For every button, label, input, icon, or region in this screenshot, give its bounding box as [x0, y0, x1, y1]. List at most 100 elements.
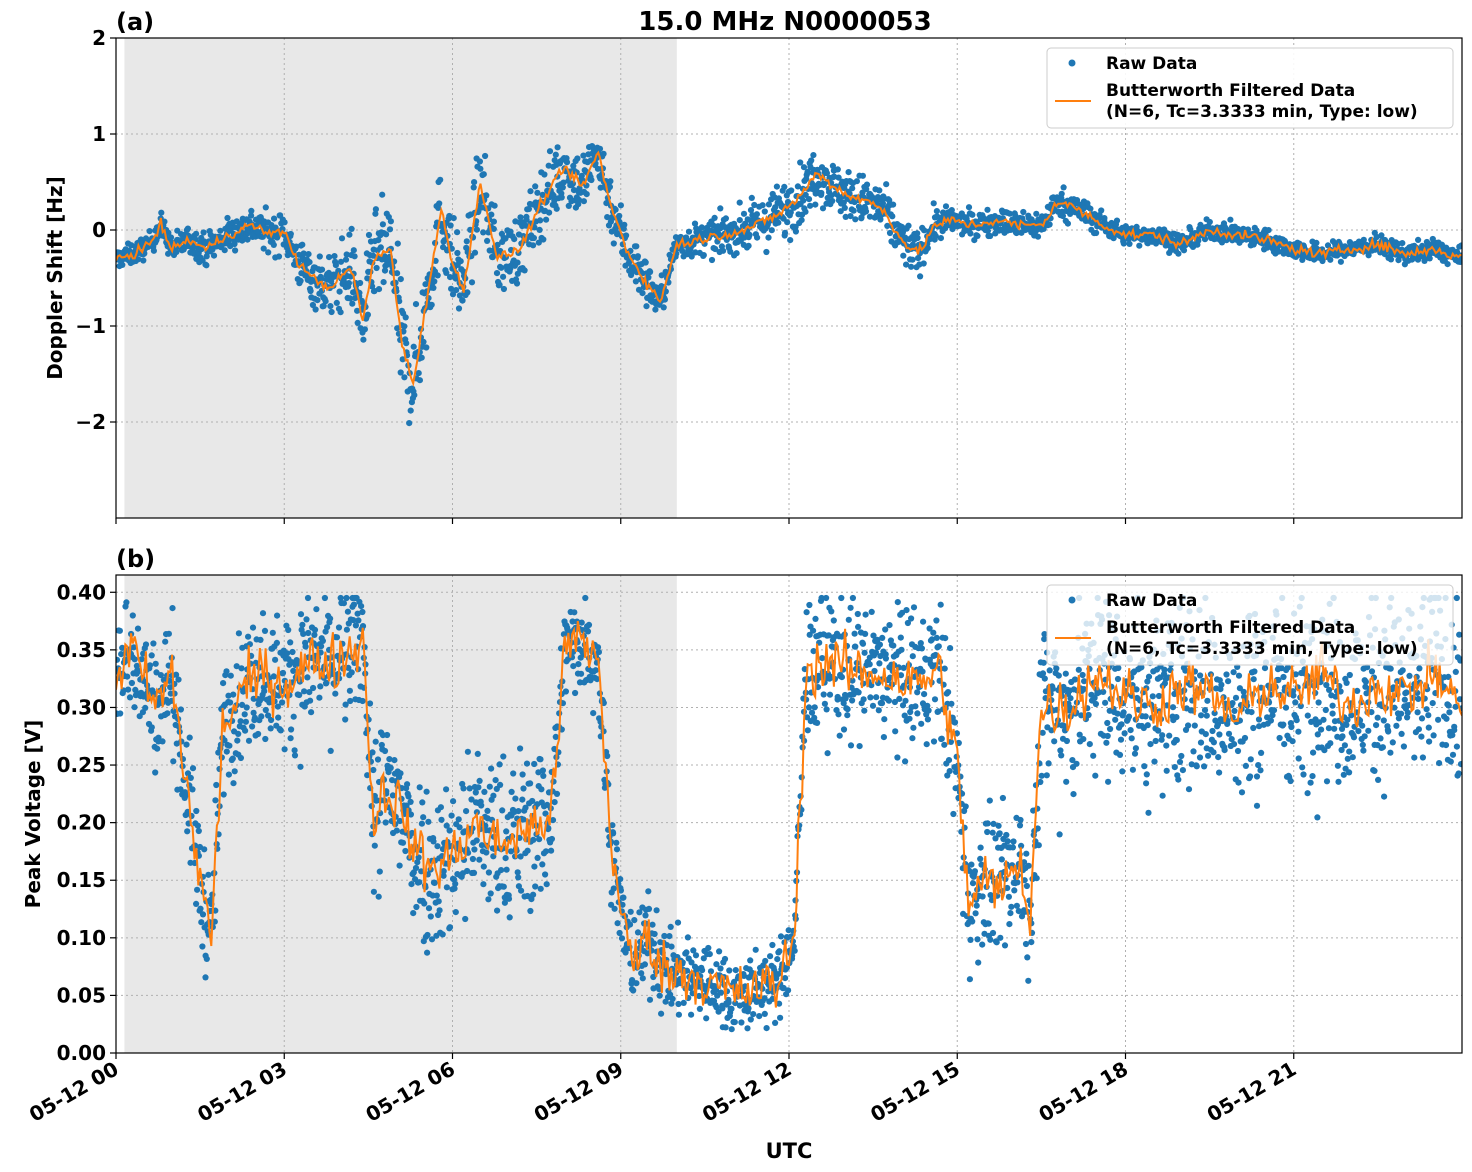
raw-data-point: [1144, 678, 1151, 685]
raw-data-point: [369, 283, 376, 290]
raw-data-point: [1216, 731, 1223, 738]
raw-data-point: [375, 237, 382, 244]
raw-data-point: [1079, 671, 1086, 679]
raw-data-point: [183, 741, 190, 748]
raw-data-point: [371, 842, 378, 849]
raw-data-point: [883, 181, 890, 188]
raw-data-point: [1039, 729, 1046, 736]
raw-data-point: [692, 952, 700, 959]
raw-data-point: [804, 714, 811, 721]
raw-data-point: [849, 594, 857, 602]
raw-data-point: [346, 231, 353, 238]
raw-data-point: [1206, 218, 1213, 226]
raw-data-point: [131, 704, 138, 711]
raw-data-point: [1008, 903, 1015, 910]
raw-data-point: [407, 407, 414, 414]
raw-data-point: [800, 197, 807, 204]
raw-data-point: [297, 277, 304, 284]
raw-data-point: [1133, 686, 1140, 693]
raw-data-point: [389, 792, 396, 799]
raw-data-point: [491, 202, 498, 209]
raw-data-point: [327, 747, 334, 755]
raw-data-point: [170, 758, 177, 765]
raw-data-point: [661, 932, 668, 940]
raw-data-point: [1365, 252, 1372, 259]
raw-data-point: [1046, 667, 1053, 674]
raw-data-point: [824, 750, 831, 757]
raw-data-point: [543, 881, 550, 888]
raw-data-point: [860, 696, 867, 703]
raw-data-point: [992, 835, 999, 842]
raw-data-point: [382, 819, 389, 826]
raw-data-point: [1004, 838, 1011, 845]
raw-data-point: [902, 697, 909, 704]
raw-data-point: [866, 213, 874, 220]
raw-data-point: [703, 1015, 710, 1022]
raw-data-point: [1234, 747, 1242, 755]
raw-data-point: [217, 227, 224, 234]
raw-data-point: [428, 936, 436, 943]
raw-data-point: [321, 594, 328, 602]
raw-data-point: [912, 703, 919, 710]
raw-data-point: [177, 706, 184, 713]
raw-data-point: [1169, 704, 1177, 711]
raw-data-point: [852, 216, 859, 223]
raw-data-point: [1204, 697, 1211, 704]
raw-data-point: [674, 919, 682, 926]
raw-data-point: [551, 157, 558, 164]
raw-data-point: [634, 253, 642, 260]
raw-data-point: [830, 617, 837, 624]
raw-data-point: [536, 226, 543, 233]
raw-data-point: [580, 198, 588, 205]
raw-data-point: [924, 245, 931, 252]
raw-data-point: [908, 263, 915, 270]
raw-data-point: [781, 229, 789, 236]
raw-data-point: [344, 608, 351, 615]
raw-data-point: [472, 789, 479, 796]
raw-data-point: [361, 326, 368, 333]
raw-data-point: [372, 210, 379, 217]
raw-data-point: [841, 204, 848, 211]
raw-data-point: [773, 183, 781, 190]
raw-data-point: [1201, 236, 1209, 243]
raw-data-point: [440, 868, 447, 875]
raw-data-point: [1417, 253, 1424, 260]
raw-data-point: [327, 303, 334, 310]
raw-data-point: [307, 697, 314, 704]
figure-title-group: 15.0 MHz N0000053: [638, 7, 931, 37]
raw-data-point: [948, 700, 955, 707]
raw-data-point: [1120, 240, 1127, 247]
raw-data-point: [140, 257, 147, 264]
raw-data-point: [373, 264, 380, 272]
raw-data-point: [1063, 778, 1070, 785]
raw-data-point: [505, 895, 513, 902]
raw-data-point: [1125, 713, 1133, 720]
raw-data-point: [480, 881, 487, 888]
raw-data-point: [1117, 736, 1125, 743]
raw-data-point: [545, 825, 552, 832]
raw-data-point: [1028, 939, 1035, 946]
raw-data-point: [358, 603, 365, 610]
raw-data-point: [342, 701, 349, 708]
raw-data-point: [919, 668, 926, 675]
raw-data-point: [506, 914, 513, 921]
raw-data-point: [894, 599, 901, 606]
raw-data-point: [470, 184, 477, 191]
raw-data-point: [439, 931, 446, 938]
raw-data-point: [287, 735, 294, 742]
raw-data-point: [304, 674, 311, 681]
raw-data-point: [634, 929, 642, 936]
raw-data-point: [942, 203, 950, 210]
raw-data-point: [468, 279, 476, 286]
raw-data-point: [818, 594, 825, 602]
raw-data-point: [1016, 822, 1024, 829]
raw-data-point: [772, 1019, 779, 1026]
raw-data-point: [906, 715, 913, 722]
raw-data-point: [614, 920, 621, 927]
raw-data-point: [914, 689, 921, 696]
raw-data-point: [142, 641, 150, 648]
raw-data-point: [452, 880, 459, 887]
raw-data-point: [900, 664, 907, 672]
raw-data-point: [463, 808, 470, 815]
raw-data-point: [823, 170, 831, 177]
